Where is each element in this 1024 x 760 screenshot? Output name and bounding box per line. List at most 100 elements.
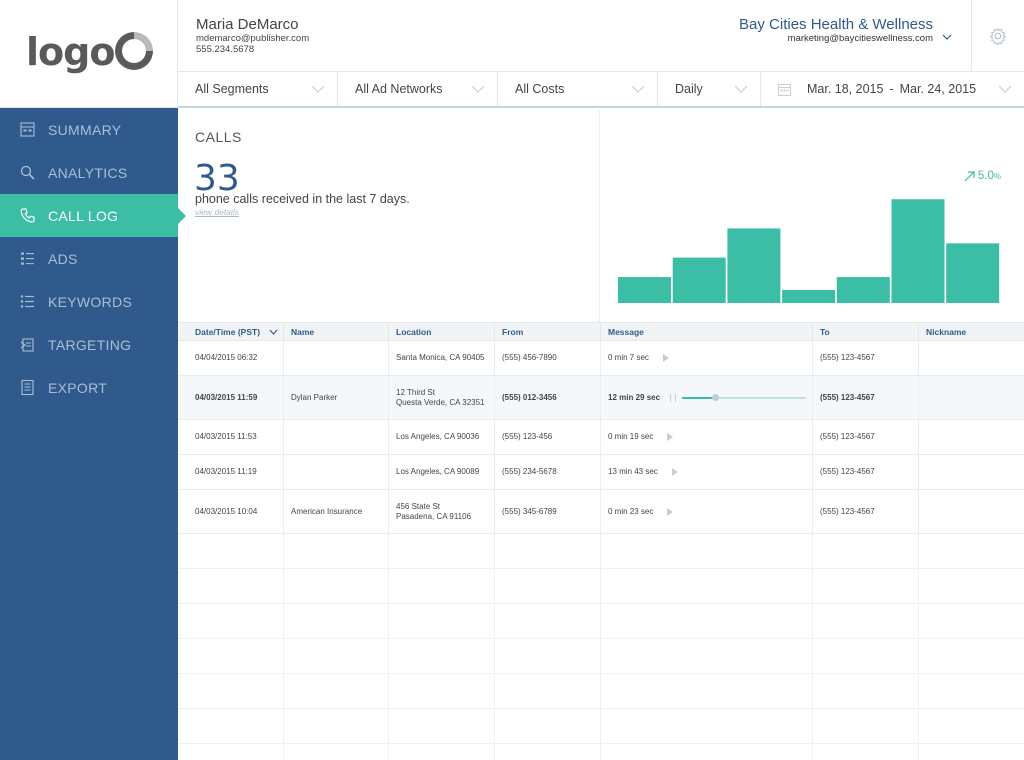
location-line-1: Los Angeles, CA 90036 bbox=[396, 432, 480, 441]
play-icon[interactable] bbox=[671, 468, 678, 476]
table-cell bbox=[918, 455, 1024, 489]
table-row[interactable]: 04/03/2015 11:59 Dylan Parker 12 Third St Q… bbox=[178, 376, 1024, 420]
segments-dropdown[interactable]: All Segments bbox=[178, 72, 338, 106]
column-header-from[interactable]: From bbox=[494, 323, 600, 341]
table-cell bbox=[918, 420, 1024, 454]
user-phone: 555.234.5678 bbox=[196, 44, 255, 55]
empty-cell-divider bbox=[918, 744, 919, 760]
account-email[interactable]: marketing@baycitieswellness.com bbox=[787, 33, 933, 44]
called-number: (555) 123-4567 bbox=[820, 353, 875, 362]
chart-bar[interactable] bbox=[946, 243, 1000, 303]
table-row[interactable]: 04/04/2015 06:32 Santa Monica, CA 90405 (5… bbox=[178, 341, 1024, 376]
chart-bar[interactable] bbox=[727, 228, 781, 303]
audio-progress-fill bbox=[682, 396, 716, 399]
call-log-table: Date/Time (PST) Name Location From Message To… bbox=[178, 322, 1024, 760]
view-details-link[interactable]: view details bbox=[195, 207, 239, 217]
caller-location: 456 State St Pasadena, CA 91106 bbox=[396, 502, 471, 522]
chart-bar[interactable] bbox=[836, 277, 890, 303]
column-header-label: To bbox=[820, 327, 830, 337]
play-icon[interactable] bbox=[667, 433, 674, 441]
empty-cell-divider bbox=[600, 744, 601, 760]
chart-bar[interactable] bbox=[672, 257, 726, 303]
chevron-down-icon bbox=[471, 85, 485, 93]
sidebar-item-label: TARGETING bbox=[48, 336, 132, 353]
chart-bar[interactable] bbox=[782, 290, 836, 303]
column-header-label: Name bbox=[291, 327, 315, 337]
chevron-down-icon bbox=[998, 85, 1012, 93]
table-header: Date/Time (PST) Name Location From Message To… bbox=[178, 322, 1024, 341]
sort-chevron-down-icon[interactable] bbox=[269, 329, 278, 335]
logo-swirl-icon bbox=[115, 32, 153, 70]
empty-cell-divider bbox=[600, 639, 601, 674]
ads-icon bbox=[21, 252, 34, 265]
sidebar-item-summary[interactable]: SUMMARY bbox=[0, 108, 178, 151]
logo[interactable]: logo bbox=[0, 0, 178, 108]
column-header-label: Date/Time (PST) bbox=[195, 327, 261, 337]
audio-progress-track[interactable] bbox=[682, 393, 807, 401]
export-icon bbox=[21, 379, 34, 396]
sidebar-item-call-log[interactable]: CALL LOG bbox=[0, 194, 186, 237]
sidebar-item-targeting[interactable]: TARGETING bbox=[0, 323, 178, 366]
table-cell: (555) 345-6789 bbox=[494, 490, 600, 533]
account-chevron-down-icon[interactable] bbox=[942, 34, 952, 40]
table-row[interactable]: 04/03/2015 11:53 Los Angeles, CA 90036 (55… bbox=[178, 420, 1024, 455]
empty-cell-divider bbox=[283, 639, 284, 674]
chart-bar[interactable] bbox=[891, 199, 945, 303]
logo-text: logo bbox=[26, 30, 115, 74]
play-icon[interactable] bbox=[667, 507, 674, 516]
empty-cell-divider bbox=[812, 534, 813, 569]
audio-scrubber-handle[interactable] bbox=[712, 393, 720, 401]
empty-cell-divider bbox=[494, 674, 495, 709]
audio-player[interactable] bbox=[670, 393, 807, 402]
column-header-message[interactable]: Message bbox=[600, 323, 812, 341]
empty-cell-divider bbox=[388, 639, 389, 674]
filter-bar: All Segments All Ad Networks All Costs D… bbox=[178, 72, 1024, 108]
pause-icon[interactable] bbox=[670, 393, 677, 402]
date-range-picker[interactable]: Mar. 18, 2015 - Mar. 24, 2015 bbox=[761, 72, 1024, 106]
empty-cell-divider bbox=[812, 639, 813, 674]
calls-title: CALLS bbox=[195, 129, 242, 145]
column-header-location[interactable]: Location bbox=[388, 323, 494, 341]
location-line-1: 12 Third St bbox=[396, 387, 435, 397]
sidebar-item-keywords[interactable]: KEYWORDS bbox=[0, 280, 178, 323]
empty-cell-divider bbox=[494, 534, 495, 569]
settings-button[interactable] bbox=[971, 0, 1024, 72]
trend-up-arrow-icon bbox=[964, 170, 975, 181]
table-cell: Los Angeles, CA 90089 bbox=[388, 455, 494, 489]
chart-bar[interactable] bbox=[618, 277, 671, 303]
empty-cell-divider bbox=[918, 709, 919, 744]
empty-cell-divider bbox=[812, 674, 813, 709]
empty-cell-divider bbox=[918, 674, 919, 709]
column-header-date-time-pst[interactable]: Date/Time (PST) bbox=[178, 323, 283, 341]
call-datetime: 04/04/2015 06:32 bbox=[195, 353, 258, 362]
sidebar-item-ads[interactable]: ADS bbox=[0, 237, 178, 280]
table-row[interactable]: 04/03/2015 10:04 American Insurance 456 St… bbox=[178, 490, 1024, 534]
empty-cell-divider bbox=[283, 534, 284, 569]
column-header-nickname[interactable]: Nickname bbox=[918, 323, 1024, 341]
play-icon[interactable] bbox=[662, 354, 669, 362]
table-row[interactable]: 04/03/2015 11:19 Los Angeles, CA 90089 (55… bbox=[178, 455, 1024, 490]
caller-location: Los Angeles, CA 90036 bbox=[396, 432, 479, 442]
chevron-down-icon bbox=[734, 85, 748, 93]
column-header-to[interactable]: To bbox=[812, 323, 918, 341]
location-line-2: Questa Verde, CA 32351 bbox=[396, 397, 485, 407]
table-cell: 04/04/2015 06:32 bbox=[178, 341, 283, 375]
sidebar-item-analytics[interactable]: ANALYTICS bbox=[0, 151, 178, 194]
chevron-down-icon bbox=[311, 85, 325, 93]
sidebar-item-label: EXPORT bbox=[48, 379, 108, 396]
ad-networks-dropdown[interactable]: All Ad Networks bbox=[338, 72, 498, 106]
targeting-icon bbox=[20, 338, 34, 352]
empty-cell-divider bbox=[494, 639, 495, 674]
gear-icon bbox=[990, 27, 1006, 45]
interval-dropdown[interactable]: Daily bbox=[658, 72, 761, 106]
sidebar-item-export[interactable]: EXPORT bbox=[0, 366, 178, 409]
account-name[interactable]: Bay Cities Health & Wellness bbox=[739, 16, 933, 33]
empty-cell-divider bbox=[494, 569, 495, 604]
costs-dropdown[interactable]: All Costs bbox=[498, 72, 658, 106]
empty-cell-divider bbox=[600, 674, 601, 709]
table-cell: Los Angeles, CA 90036 bbox=[388, 420, 494, 454]
empty-cell-divider bbox=[494, 604, 495, 639]
column-header-name[interactable]: Name bbox=[283, 323, 388, 341]
sidebar-item-label: SUMMARY bbox=[48, 121, 122, 138]
table-cell: American Insurance bbox=[283, 490, 388, 533]
